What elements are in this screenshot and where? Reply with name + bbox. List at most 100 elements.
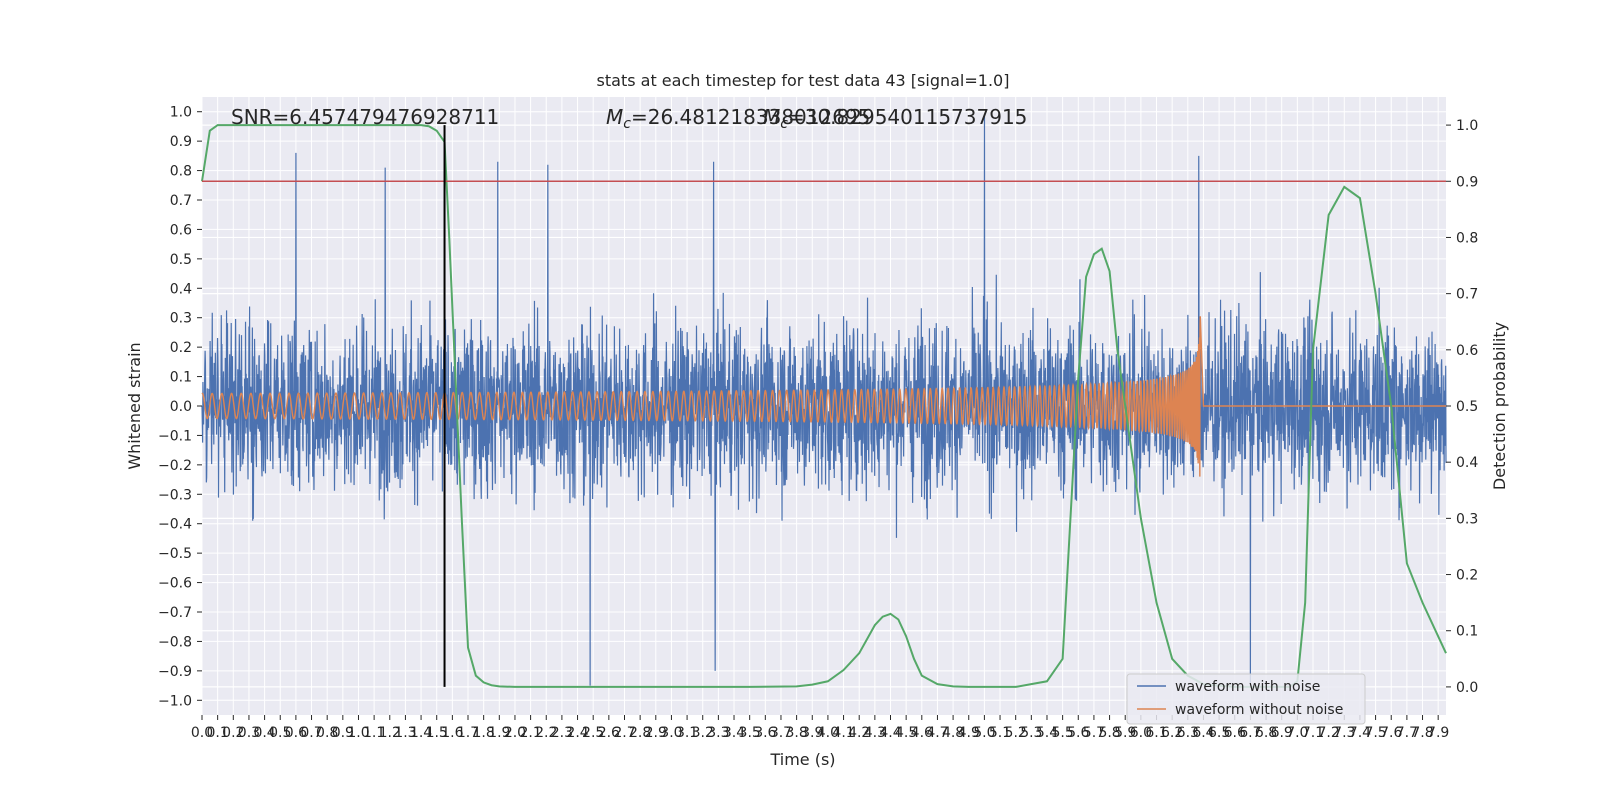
x-tick-label: 4.2 [848,725,870,741]
mc-annotation-overlap-value: =30.829540115737915 [788,105,1027,129]
x-tick-label: 4.6 [911,725,933,741]
x-tick-label: 4.0 [817,725,839,741]
mc-annotation: Mc=26.481218338012695 [606,105,870,132]
x-tick-label: 7.5 [1364,725,1386,741]
y-left-tick-label: −0.2 [158,458,192,474]
y-left-tick-label: −0.5 [158,546,192,562]
x-tick-label: 3.1 [676,725,698,741]
x-tick-label: 2.5 [582,725,604,741]
y-right-tick-label: 0.8 [1456,230,1478,246]
x-tick-label: 4.8 [942,725,964,741]
x-tick-label: 3.5 [739,725,761,741]
x-tick-label: 3.8 [785,725,807,741]
x-tick-label: 0.2 [222,725,244,741]
x-tick-label: 5.6 [1067,725,1089,741]
x-tick-label: 0.6 [285,725,307,741]
x-tick-label: 6.0 [1130,725,1152,741]
x-tick-label: 7.2 [1318,725,1340,741]
x-axis-label: Time (s) [769,750,835,769]
x-tick-label: 7.7 [1396,725,1418,741]
x-tick-label: 2.6 [598,725,620,741]
x-tick-label: 0.4 [253,725,275,741]
noisy-waveform-line [201,114,1447,686]
x-tick-label: 6.2 [1161,725,1183,741]
x-tick-label: 2.2 [535,725,557,741]
y-right-tick-label: 0.2 [1456,568,1478,584]
x-tick-label: 2.7 [613,725,635,741]
x-tick-label: 0.9 [332,725,354,741]
legend-box [1126,673,1366,725]
legend-label-noisy: waveform with noise [1175,679,1320,695]
x-tick-label: 7.4 [1349,725,1371,741]
y-left-tick-label: 0.9 [170,134,192,150]
x-tick-label: 6.7 [1239,725,1261,741]
y-left-tick-label: −0.9 [158,664,192,680]
y-left-tick-label: 0.6 [170,222,192,238]
y-axis-right-label: Detection probability [1490,322,1509,490]
y-left-tick-label: −0.8 [158,634,192,650]
x-tick-label: 4.3 [864,725,886,741]
x-tick-label: 5.3 [1020,725,1042,741]
y-right-tick-label: 0.4 [1456,455,1478,471]
legend-label-clean: waveform without noise [1175,702,1343,718]
x-tick-label: 1.1 [363,725,385,741]
x-tick-label: 7.3 [1333,725,1355,741]
x-tick-label: 7.1 [1302,725,1324,741]
y-left-tick-label: 0.3 [170,311,192,327]
x-tick-label: 5.2 [1005,725,1027,741]
x-tick-label: 5.1 [989,725,1011,741]
x-tick-label: 5.7 [1083,725,1105,741]
snr-annotation: SNR=6.457479476928711 [231,105,499,129]
y-left-tick-label: 0.4 [170,281,192,297]
mc-annotation-overlap: Mc=30.829540115737915 [763,105,1027,132]
x-tick-label: 6.3 [1177,725,1199,741]
x-tick-label: 2.8 [629,725,651,741]
y-right-tick-label: 0.9 [1456,174,1478,190]
x-tick-label: 6.1 [1145,725,1167,741]
y-left-tick-label: 0.5 [170,252,192,268]
x-tick-label: 5.0 [973,725,995,741]
x-tick-label: 6.9 [1271,725,1293,741]
x-tick-label: 3.0 [660,725,682,741]
y-right-tick-label: 0.1 [1456,624,1478,640]
x-tick-label: 7.6 [1380,725,1402,741]
chart-title: stats at each timestep for test data 43 … [597,71,1010,90]
y-right-tick-label: 0.6 [1456,343,1478,359]
y-left-tick-label: −1.0 [158,693,192,709]
x-tick-label: 1.4 [410,725,432,741]
x-tick-label: 0.1 [207,725,229,741]
x-tick-label: 0.3 [238,725,260,741]
x-tick-label: 3.6 [754,725,776,741]
x-tick-label: 7.0 [1286,725,1308,741]
x-tick-label: 1.0 [347,725,369,741]
y-right-tick-label: 0.0 [1456,680,1478,696]
reference-lines [202,125,1446,687]
x-tick-label: 4.9 [958,725,980,741]
x-tick-label: 0.8 [316,725,338,741]
x-tick-label: 4.7 [926,725,948,741]
y-axis-left-ticks: −1.0 −0.9 −0.8 −0.7 −0.6 −0.5 −0.4 −0.3 −0.2 −0.1… [158,105,202,709]
x-tick-label: 6.4 [1192,725,1214,741]
series-waveform-without-noise [201,316,1446,477]
x-tick-label: 2.0 [504,725,526,741]
y-left-tick-label: −0.4 [158,517,192,533]
x-tick-label: 1.3 [394,725,416,741]
y-left-tick-label: 0.2 [170,340,192,356]
x-tick-label: 7.8 [1411,725,1433,741]
x-tick-label: 4.1 [832,725,854,741]
y-left-tick-label: −0.6 [158,576,192,592]
y-axis-left-label: Whitened strain [125,342,144,469]
y-left-tick-label: 1.0 [170,105,192,121]
clean-waveform-line [201,316,1446,477]
x-tick-label: 3.3 [707,725,729,741]
x-tick-label: 1.5 [426,725,448,741]
x-tick-label: 3.2 [692,725,714,741]
x-tick-label: 1.7 [457,725,479,741]
x-axis-ticks: 0.00.10.20.30.40.50.60.70.80.91.01.11.21… [191,715,1449,741]
x-tick-label: 5.4 [1036,725,1058,741]
x-tick-label: 3.4 [723,725,745,741]
mc-annotation-value: =26.481218338012695 [631,105,870,129]
legend: waveform with noise waveform without noi… [1126,673,1366,725]
y-right-tick-label: 0.7 [1456,287,1478,303]
